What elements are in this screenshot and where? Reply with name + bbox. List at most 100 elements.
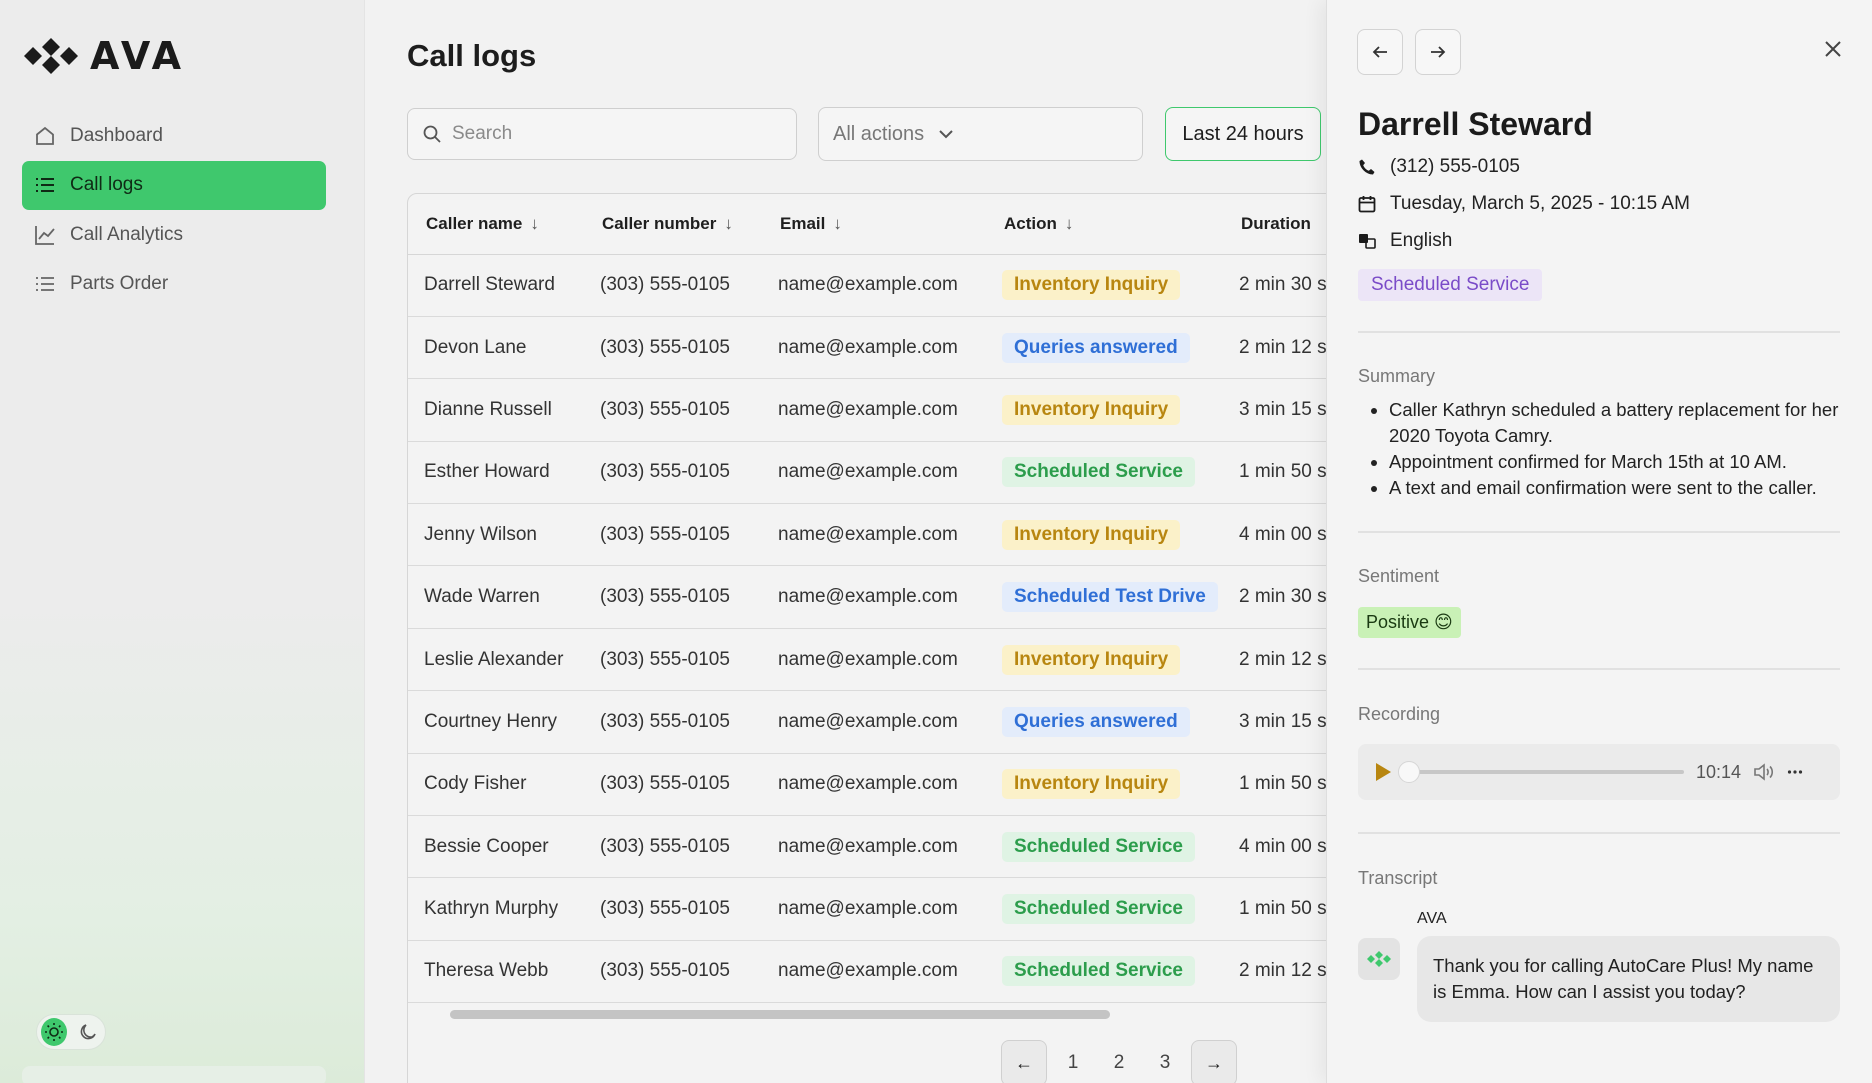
actions-filter-select[interactable]: All actions xyxy=(818,107,1143,161)
table-row[interactable]: Cody Fisher (303) 555-0105 name@example.co… xyxy=(408,753,1406,817)
sidebar-item-call-analytics[interactable]: Call Analytics xyxy=(22,210,326,259)
table-row[interactable]: Esther Howard (303) 555-0105 name@example.… xyxy=(408,441,1406,505)
sidebar-item-label: Parts Order xyxy=(70,273,169,294)
divider xyxy=(1358,668,1840,670)
light-mode-button[interactable] xyxy=(41,1018,67,1046)
summary-item: Appointment confirmed for March 15th at … xyxy=(1389,449,1843,475)
dark-mode-button[interactable] xyxy=(75,1018,101,1046)
call-datetime: Tuesday, March 5, 2025 - 10:15 AM xyxy=(1390,193,1690,214)
table-row[interactable]: Bessie Cooper (303) 555-0105 name@example.… xyxy=(408,815,1406,879)
table-row[interactable]: Wade Warren (303) 555-0105 name@example.co… xyxy=(408,565,1406,629)
sentiment-badge: Positive 😊 xyxy=(1358,607,1461,638)
table-row[interactable]: Kathryn Murphy (303) 555-0105 name@example… xyxy=(408,877,1406,941)
action-badge: Scheduled Service xyxy=(1002,457,1195,488)
transcript-message: Thank you for calling AutoCare Plus! My … xyxy=(1417,936,1840,1022)
translate-icon xyxy=(1359,234,1376,249)
search-input[interactable] xyxy=(452,123,772,145)
table-row[interactable]: Jenny Wilson (303) 555-0105 name@example.c… xyxy=(408,503,1406,567)
summary-item: A text and email confirmation were sent … xyxy=(1389,475,1843,501)
caller-number-cell: (303) 555-0105 xyxy=(584,940,762,1004)
action-cell: Scheduled Service xyxy=(986,441,1223,505)
arrow-left-icon xyxy=(1372,46,1387,58)
action-cell: Queries answered xyxy=(986,690,1223,754)
next-record-button[interactable] xyxy=(1415,29,1461,75)
caller-number-cell: (303) 555-0105 xyxy=(584,628,762,692)
table-row[interactable]: Theresa Webb (303) 555-0105 name@example.c… xyxy=(408,940,1406,1004)
caller-name-cell: Leslie Alexander xyxy=(408,628,584,692)
phone-icon xyxy=(1359,159,1375,175)
page-3-link[interactable]: 3 xyxy=(1159,1052,1171,1073)
email-cell: name@example.com xyxy=(762,378,986,442)
sidebar: AVA Dashboard Call logs Call Analytics P… xyxy=(0,0,365,1083)
action-badge: Queries answered xyxy=(1002,332,1190,363)
list-icon xyxy=(36,277,54,291)
transcript-label: Transcript xyxy=(1358,868,1438,888)
caller-name-cell: Darrell Steward xyxy=(408,254,584,317)
caller-name-cell: Dianne Russell xyxy=(408,378,584,442)
sidebar-item-parts-order[interactable]: Parts Order xyxy=(22,260,326,309)
audio-progress-thumb[interactable] xyxy=(1398,761,1420,783)
search-box[interactable] xyxy=(407,108,797,160)
email-cell: name@example.com xyxy=(762,503,986,567)
caller-number-cell: (303) 555-0105 xyxy=(584,254,762,317)
audio-player: 10:14 xyxy=(1358,744,1840,800)
sidebar-item-call-logs[interactable]: Call logs xyxy=(22,160,326,210)
call-logs-table: Caller name ↓ Caller number ↓ Email ↓ Actio… xyxy=(407,193,1407,1083)
page-2-link[interactable]: 2 xyxy=(1113,1052,1125,1073)
previous-page-button[interactable]: ← xyxy=(1001,1040,1047,1083)
chart-icon xyxy=(35,225,55,245)
pagination: ← 1 2 3 → xyxy=(1001,1040,1237,1083)
logo[interactable]: AVA xyxy=(22,34,185,78)
caller-name-cell: Esther Howard xyxy=(408,441,584,505)
email-cell: name@example.com xyxy=(762,753,986,817)
column-header-caller-name[interactable]: Caller name ↓ xyxy=(408,194,584,255)
transcript-speaker: AVA xyxy=(1417,910,1447,927)
column-header-action[interactable]: Action ↓ xyxy=(986,194,1223,255)
horizontal-scrollbar[interactable] xyxy=(450,1010,1110,1019)
list-icon xyxy=(36,178,54,192)
page-1-link[interactable]: 1 xyxy=(1067,1052,1079,1073)
caller-name-cell: Kathryn Murphy xyxy=(408,877,584,941)
action-cell: Inventory Inquiry xyxy=(986,503,1223,567)
volume-icon[interactable] xyxy=(1753,763,1775,781)
action-cell: Queries answered xyxy=(986,316,1223,380)
action-badge: Scheduled Service xyxy=(1002,956,1195,987)
divider xyxy=(1358,832,1840,834)
previous-record-button[interactable] xyxy=(1357,29,1403,75)
search-icon xyxy=(423,125,441,143)
caller-number-cell: (303) 555-0105 xyxy=(584,441,762,505)
action-badge: Inventory Inquiry xyxy=(1002,394,1181,425)
caller-name-cell: Bessie Cooper xyxy=(408,815,584,879)
column-header-caller-number[interactable]: Caller number ↓ xyxy=(584,194,762,255)
action-badge: Inventory Inquiry xyxy=(1002,644,1181,675)
table-row[interactable]: Devon Lane (303) 555-0105 name@example.com… xyxy=(408,316,1406,380)
action-cell: Scheduled Test Drive xyxy=(986,565,1223,629)
action-cell: Inventory Inquiry xyxy=(986,254,1223,317)
sidebar-item-label: Call logs xyxy=(70,174,143,195)
call-datetime-row: Tuesday, March 5, 2025 - 10:15 AM xyxy=(1358,193,1690,215)
home-icon xyxy=(36,126,54,145)
email-cell: name@example.com xyxy=(762,940,986,1004)
call-detail-panel: Darrell Steward (312) 555-0105 Tuesday, … xyxy=(1326,0,1872,1083)
table-row[interactable]: Darrell Steward (303) 555-0105 name@exampl… xyxy=(408,254,1406,317)
sidebar-item-dashboard[interactable]: Dashboard xyxy=(22,111,326,160)
more-options-icon[interactable] xyxy=(1787,769,1803,775)
caller-phone-row: (312) 555-0105 xyxy=(1358,156,1520,178)
audio-time: 10:14 xyxy=(1696,761,1742,782)
action-tag: Scheduled Service xyxy=(1358,269,1543,301)
audio-progress-track[interactable] xyxy=(1398,761,1684,783)
close-panel-button[interactable] xyxy=(1824,40,1842,63)
next-page-button[interactable]: → xyxy=(1191,1040,1237,1083)
column-header-email[interactable]: Email ↓ xyxy=(762,194,986,255)
theme-toggle[interactable] xyxy=(36,1014,106,1050)
action-badge: Scheduled Test Drive xyxy=(1002,582,1218,613)
table-row[interactable]: Leslie Alexander (303) 555-0105 name@examp… xyxy=(408,628,1406,692)
play-icon[interactable] xyxy=(1374,762,1392,782)
table-row[interactable]: Courtney Henry (303) 555-0105 name@example… xyxy=(408,690,1406,754)
caller-number-cell: (303) 555-0105 xyxy=(584,815,762,879)
time-range-button[interactable]: Last 24 hours xyxy=(1165,107,1321,161)
action-cell: Inventory Inquiry xyxy=(986,753,1223,817)
table-row[interactable]: Dianne Russell (303) 555-0105 name@example… xyxy=(408,378,1406,442)
sentiment-label: Sentiment xyxy=(1358,566,1440,586)
caller-number-cell: (303) 555-0105 xyxy=(584,378,762,442)
